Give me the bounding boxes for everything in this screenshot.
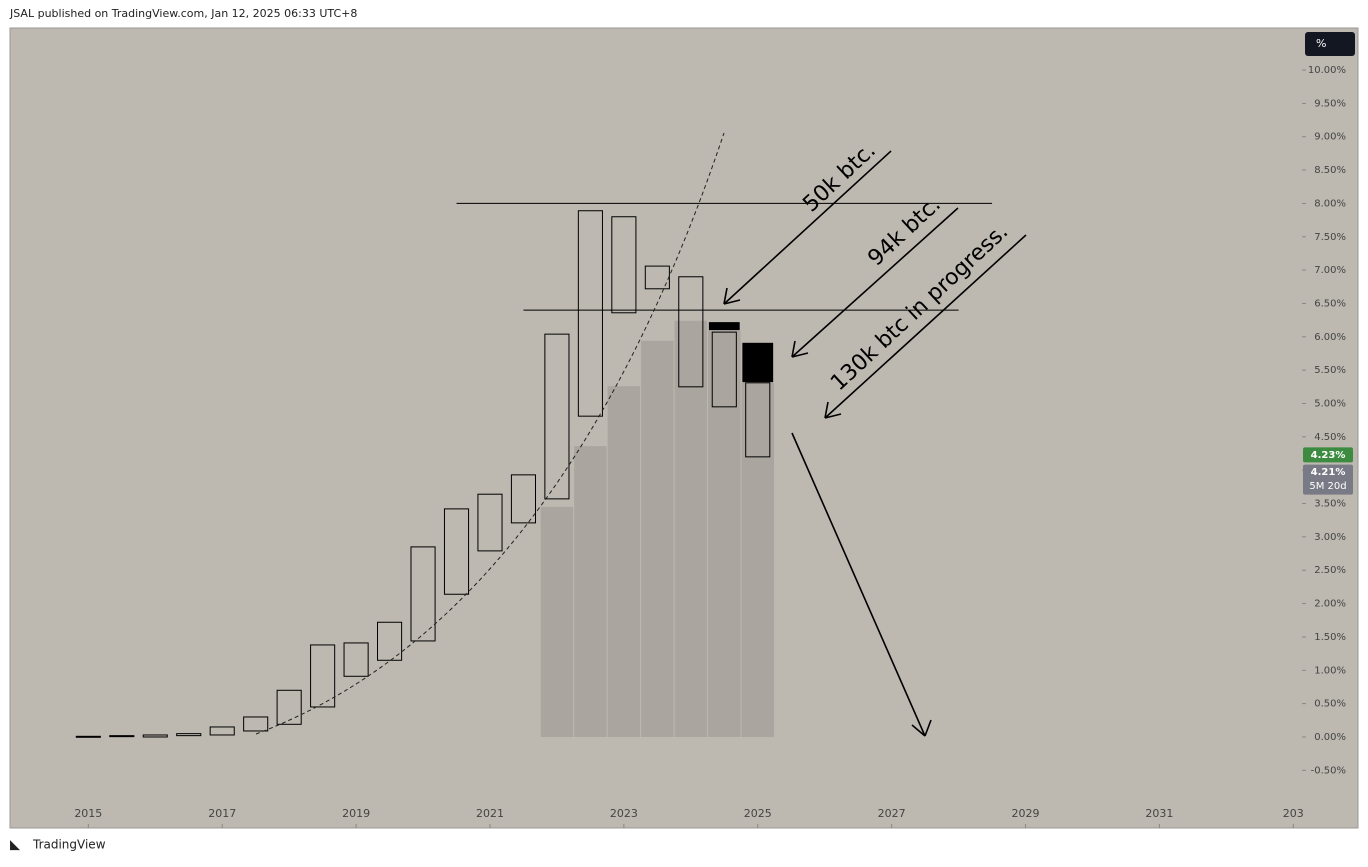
bar: [607, 386, 641, 737]
bar: [641, 340, 674, 737]
y-tick-label: 4.50%: [1314, 432, 1346, 443]
x-tick-label: 2029: [1012, 807, 1040, 820]
y-tick-label: 9.00%: [1314, 132, 1346, 143]
candle-body: [243, 716, 269, 732]
candle-body: [644, 265, 670, 290]
price-label-box: [1303, 464, 1353, 495]
y-tick-label: 6.50%: [1314, 298, 1346, 309]
candle-body: [109, 735, 135, 738]
x-tick-label: 2015: [74, 807, 102, 820]
candle-body: [209, 726, 235, 736]
x-tick-label: 2019: [342, 807, 370, 820]
candle-body: [410, 546, 436, 642]
y-tick-label: 2.50%: [1314, 565, 1346, 576]
y-tick-label: 1.00%: [1314, 665, 1346, 676]
candle-body: [678, 276, 704, 388]
x-tick-label: 2031: [1145, 807, 1173, 820]
candle-body: [544, 333, 570, 500]
arrows: [723, 150, 1027, 737]
y-tick-label: 5.00%: [1314, 398, 1346, 409]
candle-body: [343, 642, 369, 677]
arrow: [824, 234, 1027, 419]
candle-body: [443, 508, 470, 595]
y-tick-label: 3.00%: [1314, 532, 1346, 543]
bar: [574, 446, 607, 737]
x-tick-label: 2021: [476, 807, 504, 820]
bar: [708, 330, 741, 737]
y-tick-label: 6.00%: [1314, 332, 1346, 343]
highlight-box: [742, 342, 774, 383]
candle-body: [142, 734, 168, 738]
countdown: 5M 20d: [1309, 481, 1346, 492]
x-tick-label: 2023: [610, 807, 638, 820]
logo: ◣: [10, 838, 20, 853]
footer: TradingView: [32, 838, 106, 852]
candle-body: [477, 493, 503, 552]
scale-button-label[interactable]: %: [1316, 37, 1326, 50]
y-tick-label: -0.50%: [1311, 765, 1346, 776]
candle-body: [611, 216, 637, 314]
y-tick-label: 9.50%: [1314, 98, 1346, 109]
price-label: 4.23%: [1311, 450, 1346, 461]
y-tick-label: 1.50%: [1314, 632, 1346, 643]
candle-body: [577, 210, 603, 417]
candle-body: [711, 331, 737, 408]
scale-button[interactable]: [1305, 32, 1355, 56]
highlight-box: [708, 322, 740, 331]
arrow: [723, 150, 892, 305]
candle-body: [276, 689, 302, 725]
header: JSAL published on TradingView.com, Jan 1…: [9, 7, 357, 20]
x-tick-label: 2017: [208, 807, 236, 820]
y-tick-label: 2.00%: [1314, 599, 1346, 610]
y-tick-label: 0.50%: [1314, 699, 1346, 710]
candle-body: [176, 733, 202, 737]
x-tick-label: 2025: [744, 807, 772, 820]
candle-body: [75, 735, 101, 738]
y-tick-label: 7.50%: [1314, 232, 1346, 243]
price-label-box: [1303, 447, 1353, 463]
y-tick-label: 0.00%: [1314, 732, 1346, 743]
y-tick-label: 5.50%: [1314, 365, 1346, 376]
y-tick-label: 8.00%: [1314, 198, 1346, 209]
y-tick-label: 7.00%: [1314, 265, 1346, 276]
bar: [674, 320, 708, 737]
trend-curve: [255, 132, 725, 735]
y-tick-label: 8.50%: [1314, 165, 1346, 176]
candle-body: [510, 474, 537, 524]
candle-body: [377, 621, 403, 661]
bar: [741, 382, 774, 737]
y-tick-label: 3.50%: [1314, 499, 1346, 510]
y-tick-label: 10.00%: [1308, 65, 1346, 76]
price-label: 4.21%: [1311, 467, 1346, 478]
candle-body: [745, 382, 771, 458]
arrow: [791, 207, 959, 358]
arrow: [791, 432, 932, 737]
x-tick-label: 203: [1283, 807, 1304, 820]
x-tick-label: 2027: [878, 807, 906, 820]
bar: [540, 506, 574, 737]
candle-body: [310, 644, 336, 708]
